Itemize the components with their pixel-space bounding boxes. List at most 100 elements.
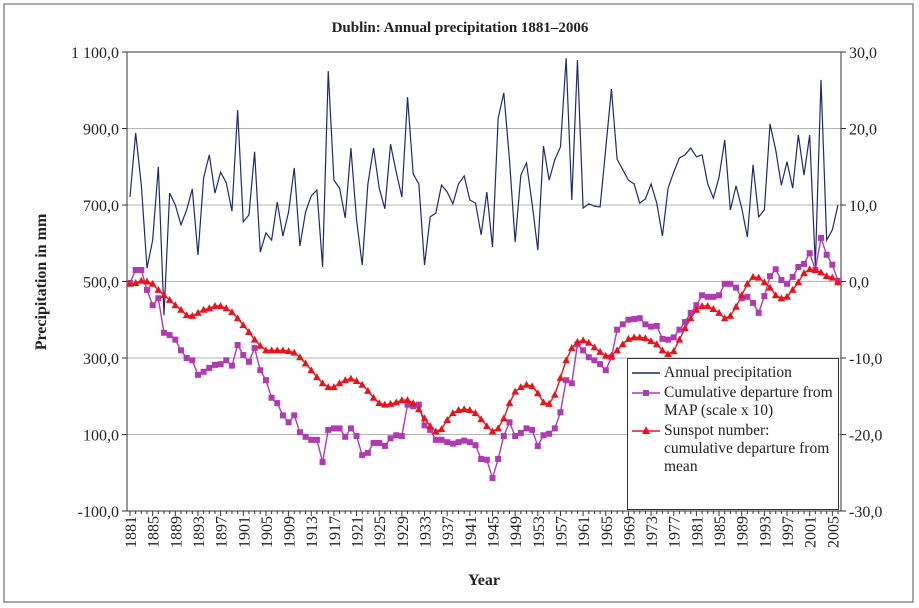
legend-swatch [632, 426, 660, 434]
point [251, 345, 258, 352]
x-tick-label: 1985 [712, 516, 729, 548]
point [631, 315, 638, 322]
point [788, 285, 797, 293]
x-tick-label: 1973 [644, 516, 661, 548]
x-tick-label: 1993 [757, 516, 774, 548]
point [335, 379, 344, 387]
point [143, 286, 150, 293]
x-tick-label: 1897 [214, 516, 231, 548]
point [801, 260, 808, 267]
point [352, 376, 361, 384]
point [471, 409, 480, 417]
point [341, 376, 350, 384]
point [789, 273, 796, 280]
point [233, 314, 242, 322]
point [755, 309, 762, 316]
point [727, 280, 734, 287]
point [488, 427, 497, 435]
point [392, 398, 401, 406]
point [579, 336, 587, 344]
point [647, 337, 655, 345]
legend-label: Annual precipitation [664, 364, 792, 381]
point [313, 436, 320, 443]
point [330, 425, 337, 432]
point [534, 389, 542, 397]
point [732, 302, 740, 310]
point [772, 266, 779, 273]
point [737, 291, 746, 299]
point [160, 291, 168, 299]
point [455, 439, 462, 446]
point [551, 425, 558, 432]
x-tick-label: 1881 [123, 516, 140, 548]
x-tick-label: 1969 [621, 516, 638, 548]
point [715, 308, 723, 316]
legend-label: Sunspot number: cumulative departure fro… [664, 422, 830, 475]
legend-item: Sunspot number: cumulative departure fro… [632, 422, 834, 476]
point [279, 412, 286, 419]
point [539, 398, 548, 406]
x-tick-label: 1949 [508, 516, 525, 548]
point [529, 426, 536, 433]
point [342, 433, 349, 440]
point [749, 272, 757, 280]
point [290, 348, 299, 356]
x-tick-label: 1909 [282, 516, 299, 548]
point [619, 321, 626, 328]
point [562, 356, 570, 364]
point [709, 305, 718, 313]
point [699, 292, 706, 299]
point [358, 380, 367, 388]
point [353, 433, 360, 440]
point [194, 371, 201, 378]
point [267, 346, 276, 354]
point [511, 387, 519, 395]
x-tick-label: 1933 [418, 516, 435, 548]
point [188, 311, 197, 319]
point [370, 439, 377, 446]
x-tick-label: 1885 [146, 516, 163, 548]
point [472, 442, 479, 449]
point [415, 405, 423, 413]
point [761, 293, 768, 300]
point [200, 368, 207, 375]
point [256, 341, 265, 349]
point [131, 279, 140, 287]
point [274, 400, 281, 407]
point [658, 346, 667, 354]
point [591, 357, 598, 364]
point [834, 278, 842, 286]
point [262, 346, 270, 354]
y2-tick-label: 20,0 [849, 122, 877, 139]
point [720, 314, 729, 322]
x-tick-label: 1901 [236, 516, 253, 548]
point [806, 250, 813, 257]
point [698, 301, 706, 309]
point [602, 367, 609, 374]
point [222, 304, 231, 312]
y2-tick-label: 30,0 [849, 45, 877, 62]
point [744, 293, 751, 300]
point [489, 475, 496, 482]
x-axis-label: Year [468, 572, 500, 589]
point [648, 323, 655, 330]
point [443, 415, 451, 423]
point [686, 314, 695, 322]
point [653, 322, 660, 329]
chart-title: Dublin: Annual precipitation 1881–2006 [332, 20, 589, 36]
point [766, 283, 774, 291]
point [206, 364, 213, 371]
point [545, 399, 553, 407]
legend-swatch [632, 372, 660, 374]
point [829, 261, 836, 268]
point [822, 272, 831, 280]
point [703, 301, 712, 309]
point [182, 311, 191, 319]
point [137, 276, 146, 284]
point [828, 273, 837, 281]
point [165, 295, 174, 303]
point [675, 335, 684, 343]
point [284, 347, 293, 355]
x-tick-label: 1965 [599, 516, 616, 548]
